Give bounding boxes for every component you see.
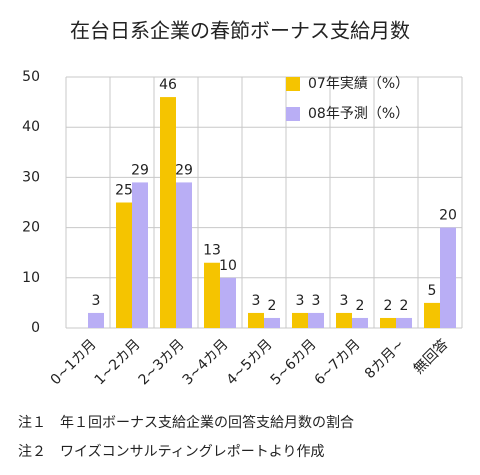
legend-label: 08年予測（%） xyxy=(308,106,409,122)
bar xyxy=(204,262,220,328)
y-tick-label: 40 xyxy=(22,119,40,135)
x-tick-label: 5~6カ月 xyxy=(268,336,320,388)
value-label: 2 xyxy=(384,298,393,314)
y-tick-label: 50 xyxy=(22,69,40,85)
bar xyxy=(132,182,148,328)
x-tick-label: 8カ月~ xyxy=(362,336,408,382)
value-label: 46 xyxy=(159,77,177,93)
bar xyxy=(220,277,236,328)
value-label: 3 xyxy=(296,293,305,309)
bar xyxy=(160,97,176,328)
y-tick-label: 10 xyxy=(22,270,40,286)
bar xyxy=(264,317,280,328)
value-label: 20 xyxy=(439,208,457,224)
x-tick-label: 2~3カ月 xyxy=(136,336,188,388)
value-label: 3 xyxy=(340,293,349,309)
value-label: 25 xyxy=(115,183,133,199)
legend-swatch xyxy=(286,77,300,91)
value-label: 2 xyxy=(268,298,277,314)
bar xyxy=(292,312,308,328)
chart-title: 在台日系企業の春節ボーナス支給月数 xyxy=(70,19,410,43)
bar xyxy=(396,317,412,328)
y-tick-label: 30 xyxy=(22,169,40,185)
y-tick-label: 20 xyxy=(22,220,40,236)
bar xyxy=(308,312,324,328)
bar xyxy=(352,317,368,328)
value-label: 5 xyxy=(428,283,437,299)
x-tick-label: 0~1カ月 xyxy=(48,336,100,388)
x-tick-label: 4~5カ月 xyxy=(224,336,276,388)
bar xyxy=(248,312,264,328)
y-tick-label: 0 xyxy=(31,320,40,336)
value-label: 2 xyxy=(356,298,365,314)
value-label: 3 xyxy=(312,293,321,309)
bar xyxy=(116,202,132,328)
x-tick-label: 6~7カ月 xyxy=(312,336,364,388)
x-tick-label: 無回答 xyxy=(410,336,452,378)
value-label: 3 xyxy=(92,293,101,309)
bar xyxy=(424,302,440,328)
bar xyxy=(88,312,104,328)
note: 注２ ワイズコンサルティングレポートより作成 xyxy=(18,444,324,460)
legend-label: 07年実績（%） xyxy=(308,76,409,92)
value-label: 29 xyxy=(131,162,149,178)
value-label: 3 xyxy=(252,293,261,309)
note: 注１ 年１回ボーナス支給企業の回答支給月数の割合 xyxy=(18,414,354,431)
bar xyxy=(380,317,396,328)
value-label: 2 xyxy=(400,298,409,314)
legend-swatch xyxy=(286,107,300,121)
bar xyxy=(176,182,192,328)
bar xyxy=(336,312,352,328)
x-tick-label: 1~2カ月 xyxy=(92,336,144,388)
x-tick-label: 3~4カ月 xyxy=(180,336,232,388)
bar xyxy=(440,227,456,328)
value-label: 10 xyxy=(219,258,237,274)
value-label: 13 xyxy=(203,243,221,259)
value-label: 29 xyxy=(175,162,193,178)
